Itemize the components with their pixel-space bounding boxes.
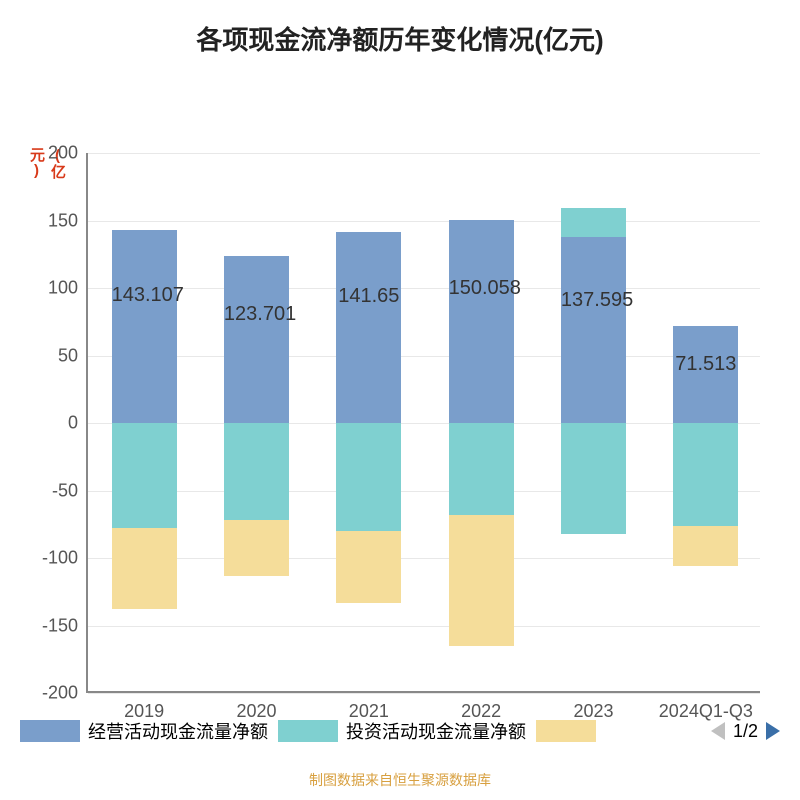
bar-value-label: 150.058 — [449, 277, 514, 300]
pager-text: 1/2 — [733, 721, 758, 742]
legend-label: 经营活动现金流量净额 — [88, 718, 268, 744]
y-tick-label: 0 — [68, 413, 88, 434]
bar-value-label: 71.513 — [673, 353, 738, 376]
bar-segment — [112, 423, 177, 528]
y-tick-label: -150 — [42, 615, 88, 636]
pager-next-icon[interactable] — [766, 722, 780, 740]
legend-pager: 1/2 — [711, 721, 780, 742]
bar-segment — [561, 208, 626, 238]
legend: 经营活动现金流量净额 投资活动现金流量净额 1/2 — [0, 718, 800, 744]
grid-line — [88, 626, 760, 627]
grid-line — [88, 288, 760, 289]
legend-item: 经营活动现金流量净额 — [20, 718, 268, 744]
grid-line — [88, 356, 760, 357]
bar-segment — [112, 528, 177, 609]
y-tick-label: -50 — [52, 480, 88, 501]
grid-line — [88, 221, 760, 222]
legend-swatch — [278, 720, 338, 742]
bar-segment — [336, 531, 401, 603]
data-source-note: 制图数据来自恒生聚源数据库 — [0, 770, 800, 790]
bar-segment — [561, 237, 626, 423]
grid-line — [88, 491, 760, 492]
bar-segment — [449, 515, 514, 646]
grid-line — [88, 423, 760, 424]
bar-segment — [449, 220, 514, 423]
bar-segment — [224, 520, 289, 575]
pager-prev-icon[interactable] — [711, 722, 725, 740]
bar-segment — [673, 423, 738, 526]
bar-segment — [224, 256, 289, 423]
y-tick-label: 150 — [48, 210, 88, 231]
bar-value-label: 123.701 — [224, 303, 289, 326]
legend-swatch — [536, 720, 596, 742]
legend-label: 投资活动现金流量净额 — [346, 718, 526, 744]
y-tick-label: -200 — [42, 683, 88, 704]
bar-segment — [449, 423, 514, 515]
chart-title: 各项现金流净额历年变化情况(亿元) — [0, 0, 800, 57]
grid-line — [88, 558, 760, 559]
bar-segment — [561, 423, 626, 534]
y-tick-label: -100 — [42, 548, 88, 569]
bar-segment — [224, 423, 289, 520]
legend-item: 投资活动现金流量净额 — [278, 718, 526, 744]
grid-line — [88, 153, 760, 154]
bar-value-label: 143.107 — [112, 284, 177, 307]
y-tick-label: 50 — [58, 345, 88, 366]
bar-segment — [336, 232, 401, 423]
bar-segment — [336, 423, 401, 531]
y-tick-label: 100 — [48, 278, 88, 299]
bar-segment — [673, 526, 738, 567]
y-tick-label: 200 — [48, 143, 88, 164]
bar-segment — [112, 230, 177, 423]
plot-area: -200-150-100-500501001502002019202020212… — [86, 153, 760, 693]
bar-value-label: 141.65 — [336, 285, 401, 308]
legend-swatch — [20, 720, 80, 742]
bar-value-label: 137.595 — [561, 289, 626, 312]
